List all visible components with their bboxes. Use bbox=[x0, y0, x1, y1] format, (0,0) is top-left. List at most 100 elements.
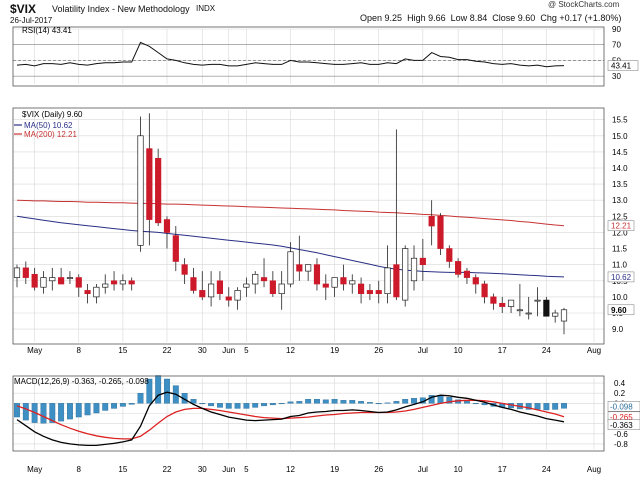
candle-body bbox=[313, 264, 321, 285]
candle-body bbox=[128, 280, 135, 285]
macd-value-tag: -0.265 bbox=[610, 413, 633, 422]
rsi-label: RSI(14) 43.41 bbox=[22, 26, 72, 35]
macd-histogram-bar bbox=[543, 403, 550, 411]
macd-histogram-bar bbox=[164, 378, 170, 404]
candle-body bbox=[199, 290, 206, 298]
candle-body bbox=[455, 261, 462, 275]
macd-histogram-bar bbox=[472, 403, 479, 405]
candle-body bbox=[31, 273, 38, 288]
chg-value: +0.17 (+1.80%) bbox=[559, 13, 622, 23]
candle-body bbox=[243, 283, 250, 288]
macd-x-tick-label: 12 bbox=[286, 465, 295, 474]
macd-signal-line bbox=[16, 399, 565, 440]
macd-histogram-bar bbox=[322, 399, 329, 404]
macd-histogram-bar bbox=[234, 403, 241, 409]
candle-body bbox=[225, 296, 232, 301]
price-tag-box bbox=[607, 271, 635, 283]
macd-line bbox=[16, 391, 565, 447]
price-x-tick-label: May bbox=[27, 346, 42, 355]
macd-histogram-bar bbox=[137, 393, 144, 404]
macd-histogram-bar bbox=[375, 403, 382, 405]
macd-panel bbox=[14, 375, 567, 447]
panel-frames bbox=[12, 26, 605, 452]
macd-x-tick-label: 17 bbox=[498, 465, 507, 474]
candle-body bbox=[75, 277, 82, 288]
macd-x-tick-label: May bbox=[27, 465, 42, 474]
macd-y-tick-label: -0.6 bbox=[614, 430, 628, 439]
price-y-tick-label: 14.5 bbox=[612, 148, 628, 157]
macd-histogram-bar bbox=[340, 400, 347, 404]
macd-x-tick-label: Aug bbox=[587, 465, 601, 474]
candle-body bbox=[49, 277, 56, 282]
candle-body bbox=[190, 277, 197, 291]
macd-x-tick-label: 22 bbox=[163, 465, 172, 474]
open-value: 9.25 bbox=[384, 13, 403, 23]
macd-value-tag: -0.098 bbox=[610, 402, 633, 411]
macd-histogram-bar bbox=[525, 403, 532, 410]
macd-histogram-bar bbox=[102, 403, 109, 411]
macd-x-tick-label: 15 bbox=[118, 465, 127, 474]
candle-body bbox=[543, 299, 550, 317]
macd-histogram-bar bbox=[384, 402, 391, 404]
price-y-tick-label: 15.0 bbox=[612, 132, 628, 141]
candle-body bbox=[472, 277, 479, 285]
macd-histogram-bar bbox=[287, 401, 294, 404]
macd-histogram-bar bbox=[93, 403, 100, 414]
candle-body bbox=[516, 309, 523, 312]
candle-body bbox=[375, 290, 382, 295]
candle-body bbox=[137, 135, 144, 246]
candle-body bbox=[393, 264, 400, 298]
macd-value-tag: -0.363 bbox=[610, 421, 633, 430]
candle-body bbox=[331, 277, 338, 288]
macd-histogram-bar bbox=[119, 403, 126, 407]
macd-histogram-bar bbox=[216, 403, 223, 408]
macd-y-tick-label: -0.8 bbox=[614, 440, 628, 449]
price-x-tick-label: Jun bbox=[222, 346, 235, 355]
macd-x-tick-label: 10 bbox=[454, 465, 463, 474]
candle-body bbox=[322, 283, 329, 288]
macd-x-tick-label: Jul bbox=[418, 465, 428, 474]
macd-histogram-bar bbox=[84, 403, 91, 416]
candle-body bbox=[119, 280, 126, 285]
price-tag-box bbox=[607, 304, 635, 316]
macd-histogram-bar bbox=[155, 375, 162, 404]
candle-body bbox=[507, 299, 515, 307]
price-x-tick-label: 5 bbox=[244, 346, 249, 355]
candle-body bbox=[402, 248, 409, 301]
price-x-tick-label: 26 bbox=[374, 346, 383, 355]
axis-labels: May May 8 8 15 15 22 22 30 30 Jun Jun 5 5 12 12 19 19 26 26… bbox=[27, 25, 640, 474]
macd-histogram-bar bbox=[464, 401, 470, 404]
price-x-tick-label: 15 bbox=[118, 346, 127, 355]
candle-body bbox=[66, 277, 74, 279]
candle-body bbox=[419, 257, 426, 266]
price-y-tick-label: 12.0 bbox=[612, 228, 628, 237]
candle-body bbox=[534, 299, 541, 302]
macd-histogram-bar bbox=[534, 403, 541, 410]
rsi-panel bbox=[13, 41, 604, 77]
ma50-legend: MA(50) 10.62 bbox=[24, 121, 73, 130]
close-label: Close bbox=[492, 13, 516, 23]
chg-label: Chg bbox=[540, 13, 557, 23]
candle-body bbox=[252, 273, 259, 285]
macd-histogram-bar bbox=[243, 403, 250, 409]
candle-body bbox=[305, 264, 312, 272]
macd-histogram-bar bbox=[252, 403, 259, 408]
macd-histogram-bar bbox=[366, 402, 373, 404]
price-x-tick-label: 17 bbox=[498, 346, 507, 355]
candle-body bbox=[172, 235, 179, 262]
rsi-y-tick-label: 30 bbox=[612, 72, 621, 81]
macd-x-tick-label: 8 bbox=[77, 465, 82, 474]
macd-histogram-bar bbox=[190, 399, 197, 404]
candle-body bbox=[366, 290, 373, 295]
price-panel bbox=[13, 113, 568, 335]
rsi-line bbox=[16, 41, 565, 68]
candle-body bbox=[446, 248, 453, 262]
macd-histogram-bar bbox=[296, 401, 303, 404]
ohlc-readout: Open 9.25 High 9.66 Low 8.84 Close 9.60 … bbox=[360, 13, 621, 23]
price-x-tick-label: 12 bbox=[286, 346, 295, 355]
price-x-tick-label: 10 bbox=[454, 346, 463, 355]
rsi-value-tag: 43.41 bbox=[611, 62, 632, 71]
price-y-tick-label: 14.0 bbox=[612, 164, 628, 173]
